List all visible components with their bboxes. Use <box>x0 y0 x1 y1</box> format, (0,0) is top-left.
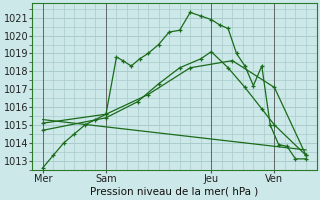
X-axis label: Pression niveau de la mer( hPa ): Pression niveau de la mer( hPa ) <box>90 187 259 197</box>
